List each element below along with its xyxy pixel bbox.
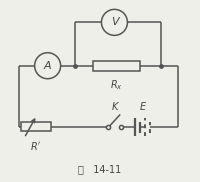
Bar <box>21 122 51 131</box>
Circle shape <box>101 9 127 35</box>
Text: 图   14-11: 图 14-11 <box>78 164 122 174</box>
Text: V: V <box>111 17 118 27</box>
Text: $R'$: $R'$ <box>30 140 42 152</box>
Text: A: A <box>44 61 51 71</box>
Text: $R_x$: $R_x$ <box>110 78 123 92</box>
Text: K: K <box>111 102 118 112</box>
Text: E: E <box>140 102 146 112</box>
Circle shape <box>35 53 61 79</box>
Bar <box>93 61 140 71</box>
